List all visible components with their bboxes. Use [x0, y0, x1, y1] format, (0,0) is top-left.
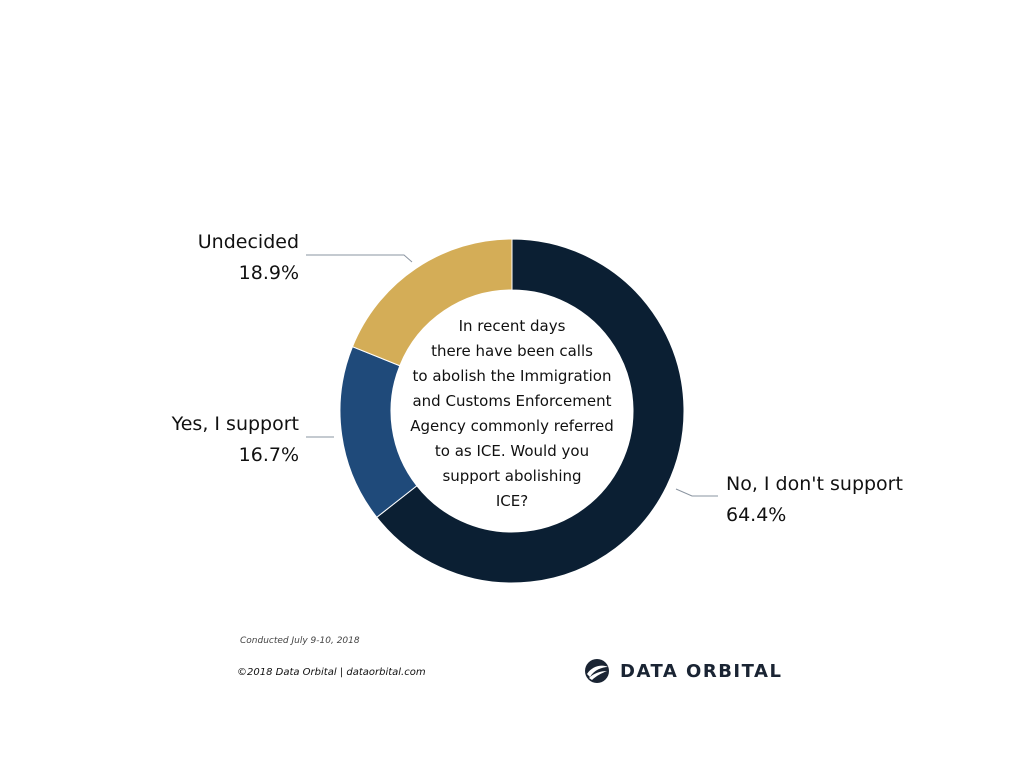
- slice-yes-i-support: [339, 346, 418, 518]
- slice-value-label: 16.7%: [239, 444, 299, 466]
- center-question-line: there have been calls: [431, 342, 593, 360]
- center-question-line: to as ICE. Would you: [435, 442, 589, 460]
- slice-value-label: 64.4%: [726, 504, 786, 526]
- chart-slices: [339, 238, 685, 584]
- center-question-line: ICE?: [496, 492, 528, 510]
- chart-center-question: In recent days there have been calls to ab…: [410, 317, 614, 510]
- center-question-line: In recent days: [459, 317, 566, 335]
- center-question-line: Agency commonly referred: [410, 417, 614, 435]
- globe-icon: [585, 659, 609, 683]
- logo-text: DATA ORBITAL: [620, 660, 783, 682]
- slice-undecided: [351, 238, 513, 367]
- center-question-line: support abolishing: [442, 467, 581, 485]
- survey-date-note: Conducted July 9-10, 2018: [240, 636, 360, 646]
- label-leader-lines: [306, 254, 718, 497]
- slice-no-i-don-t-support: [376, 238, 685, 584]
- slice-labels: No, I don't support 64.4% Yes, I support 16…: [171, 231, 903, 526]
- slice-category-label: Yes, I support: [171, 413, 299, 435]
- leader-line: [675, 488, 718, 497]
- center-question-line: to abolish the Immigration: [413, 367, 612, 385]
- copyright-text: ©2018 Data Orbital | dataorbital.com: [237, 667, 426, 678]
- data-orbital-logo: DATA ORBITAL: [584, 658, 782, 684]
- leader-line: [306, 254, 413, 263]
- center-question-line: and Customs Enforcement: [412, 392, 611, 410]
- slice-category-label: Undecided: [198, 231, 299, 253]
- slice-category-label: No, I don't support: [726, 473, 903, 495]
- slice-value-label: 18.9%: [239, 262, 299, 284]
